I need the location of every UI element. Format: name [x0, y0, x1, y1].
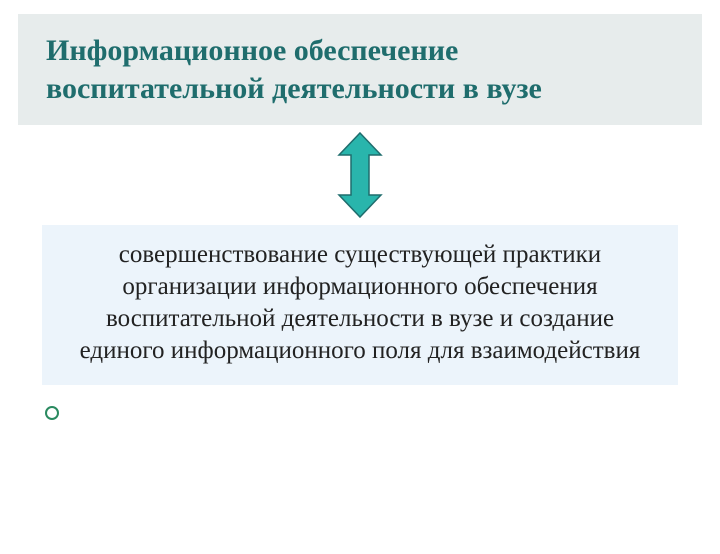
double-arrow-icon — [337, 131, 383, 219]
slide-title: Информационное обеспечение воспитательно… — [46, 32, 674, 107]
list-bullet-icon — [45, 406, 59, 420]
title-bar: Информационное обеспечение воспитательно… — [18, 14, 702, 125]
body-box: совершенствование существующей практики … — [42, 225, 678, 385]
arrow-container — [0, 131, 720, 219]
body-text: совершенствование существующей практики … — [64, 239, 656, 367]
